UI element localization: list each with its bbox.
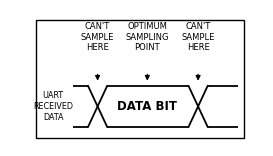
Text: CAN'T
SAMPLE
HERE: CAN'T SAMPLE HERE	[181, 22, 215, 52]
Text: CAN'T
SAMPLE
HERE: CAN'T SAMPLE HERE	[81, 22, 114, 52]
Text: OPTIMUM
SAMPLING
POINT: OPTIMUM SAMPLING POINT	[126, 22, 169, 52]
Text: UART
RECEIVED
DATA: UART RECEIVED DATA	[33, 91, 73, 122]
Text: DATA BIT: DATA BIT	[117, 100, 177, 113]
